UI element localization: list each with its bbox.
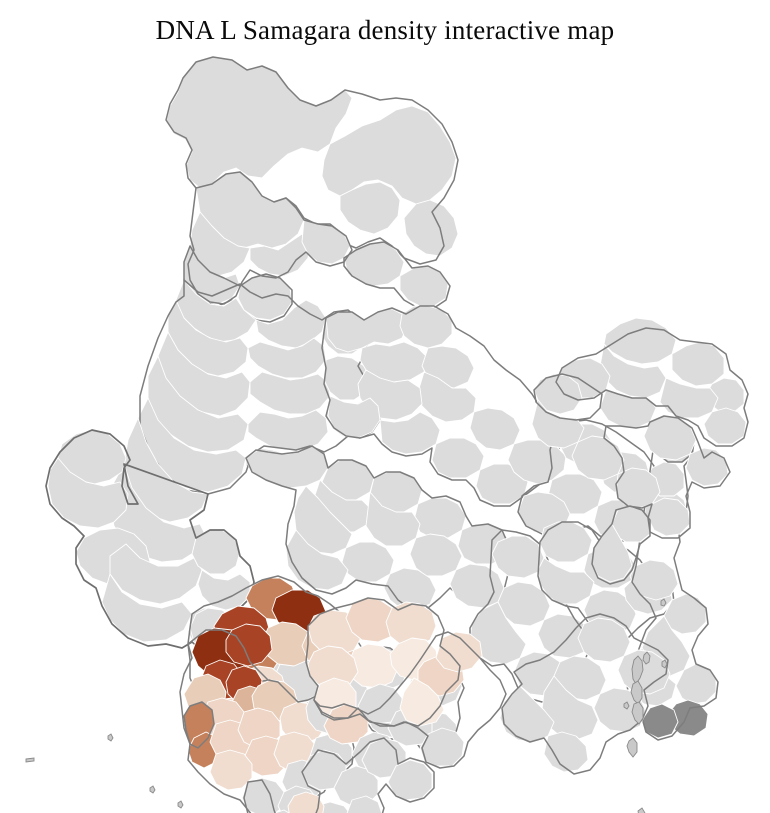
district-region[interactable]	[197, 569, 251, 611]
district-region[interactable]	[499, 685, 555, 743]
district-region[interactable]	[533, 373, 583, 415]
district-region[interactable]	[327, 395, 381, 439]
island-region[interactable]	[631, 701, 644, 725]
district-region[interactable]	[341, 541, 395, 583]
district-region[interactable]	[507, 439, 567, 485]
state-border-kerala	[243, 779, 276, 813]
district-region[interactable]	[617, 649, 671, 695]
district-region[interactable]	[301, 219, 351, 265]
state-border-odisha	[501, 613, 669, 775]
district-region[interactable]	[643, 415, 697, 461]
district-region[interactable]	[247, 409, 329, 451]
state-group-karnataka-goa[interactable]	[179, 623, 355, 813]
page-title: DNA L Samagara density interactive map	[155, 15, 615, 45]
district-region[interactable]	[47, 457, 129, 529]
district-region[interactable]	[491, 535, 545, 579]
island-region[interactable]	[637, 807, 646, 813]
island-group-andaman-nicobar[interactable]	[25, 598, 671, 813]
district-region[interactable]	[571, 435, 625, 481]
state-group-jammu-kashmir-ladakh[interactable]	[165, 56, 459, 265]
district-region[interactable]	[543, 731, 589, 773]
state-border-assam	[555, 327, 749, 447]
india-choropleth-map[interactable]	[0, 48, 770, 813]
district-region[interactable]	[379, 411, 441, 455]
state-group-northeast[interactable]	[531, 317, 749, 585]
district-region[interactable]	[541, 675, 599, 741]
district-region[interactable]	[339, 181, 401, 235]
state-border-goa	[183, 701, 215, 749]
district-region[interactable]	[387, 759, 433, 801]
state-group-rajasthan[interactable]	[137, 279, 381, 495]
district-region[interactable]	[431, 437, 485, 479]
district-region[interactable]	[413, 497, 467, 539]
district-region[interactable]	[703, 407, 747, 445]
island-region[interactable]	[623, 701, 630, 710]
district-region-highlight[interactable]	[435, 631, 483, 673]
state-border-tripura-mizoram	[591, 505, 651, 585]
district-region[interactable]	[266, 809, 298, 813]
district-region[interactable]	[245, 445, 329, 489]
state-border-gujarat	[45, 429, 255, 657]
state-border-uttarakhand	[343, 241, 451, 309]
district-region[interactable]	[419, 727, 465, 767]
district-region[interactable]	[647, 497, 691, 537]
district-region[interactable]	[593, 687, 647, 733]
district-region[interactable]	[293, 485, 353, 555]
district-region[interactable]	[539, 521, 593, 563]
district-region[interactable]	[346, 795, 383, 813]
district-region[interactable]	[449, 563, 505, 609]
district-region[interactable]	[469, 407, 521, 451]
state-group-tamil-nadu-kerala[interactable]	[243, 737, 435, 813]
district-region[interactable]	[249, 233, 311, 277]
district-region[interactable]	[671, 341, 725, 387]
state-border-nagaland-manipur	[603, 415, 731, 539]
island-region[interactable]	[107, 733, 114, 742]
island-region[interactable]	[626, 737, 638, 758]
island-region[interactable]	[642, 651, 651, 665]
state-border-uttar-pradesh	[321, 305, 561, 507]
district-region-highlight[interactable]	[287, 791, 325, 813]
island-region[interactable]	[149, 785, 156, 794]
district-region-highlight[interactable]	[209, 749, 253, 791]
state-border-meghalaya	[533, 373, 603, 421]
district-region-highlight[interactable]	[385, 601, 437, 647]
island-region[interactable]	[25, 757, 35, 763]
state-group-odisha[interactable]	[499, 613, 671, 775]
state-border-west-bengal	[625, 425, 719, 741]
state-border-himachal	[187, 171, 353, 305]
island-region[interactable]	[177, 800, 184, 809]
island-region[interactable]	[630, 680, 643, 705]
island-region[interactable]	[660, 598, 667, 607]
state-border-tamil-nadu	[301, 737, 435, 813]
district-region[interactable]	[685, 447, 729, 487]
state-border-andhra-pradesh	[313, 631, 507, 769]
district-region-highlight[interactable]	[225, 623, 273, 667]
district-region[interactable]	[403, 199, 459, 257]
island-region[interactable]	[661, 659, 668, 669]
state-group-north-plains[interactable]	[183, 171, 451, 323]
district-region[interactable]	[285, 529, 349, 591]
district-region[interactable]	[321, 105, 457, 205]
island-region[interactable]	[631, 655, 644, 685]
